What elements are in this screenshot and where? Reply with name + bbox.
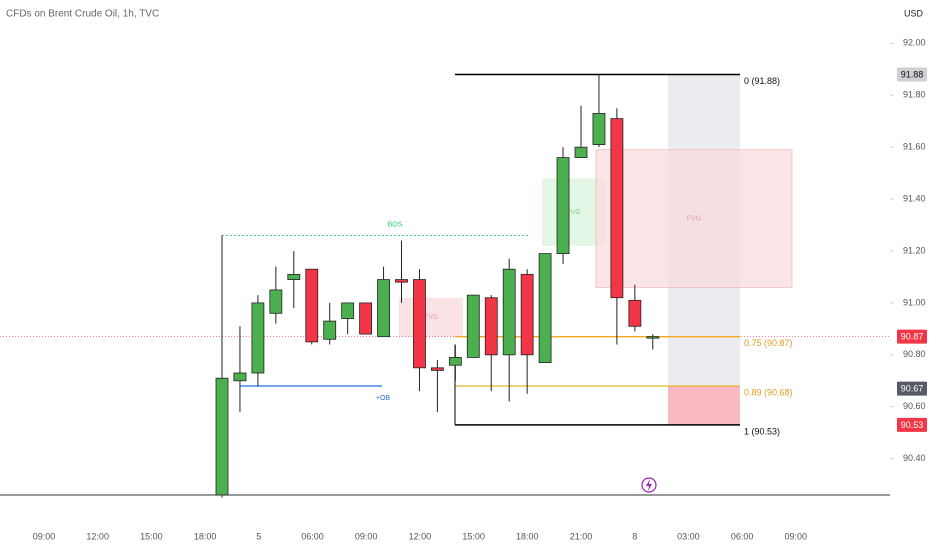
currency: USD [904,8,924,18]
y-tick-label: 91.80 [903,90,926,100]
fib-label: 0.89 (90.68) [744,387,793,397]
x-tick-label: 09:00 [355,531,378,541]
structure-label: +OB [376,395,391,402]
y-tick-label: 91.20 [903,245,926,255]
x-tick-label: 03:00 [677,531,700,541]
event-bolt [646,479,652,491]
price-tag-label: 90.67 [901,383,924,393]
candle-body [305,268,319,343]
price-tag [897,329,927,344]
fib-label: 0.75 (90.87) [744,338,793,348]
candle-body [628,299,642,327]
y-tick-label: 91.60 [903,142,926,152]
candle-body [233,372,247,382]
x-tick-label: 15:00 [140,531,163,541]
x-tick-label: 06:00 [731,531,754,541]
x-tick-label: 8 [632,531,637,541]
fvg-label: FVG [424,314,438,321]
candle-body [413,279,426,369]
y-tick-label: 90.40 [903,453,926,463]
x-tick-label: 5 [256,531,261,541]
candle-body [466,294,480,358]
candle-body [430,367,444,371]
price-tag [897,381,927,396]
x-tick-label: 09:00 [33,531,56,541]
candle-body [215,377,229,496]
fib-label: 1 (90.53) [744,426,780,436]
candle-body [592,113,606,145]
y-tick-label: 91.00 [903,297,926,307]
target-zone [668,385,740,425]
candle-body [502,268,516,356]
candle-body [484,297,498,356]
candle-body [556,157,570,255]
price-tag-label: 90.53 [901,420,924,430]
price-tag-label: 91.88 [901,69,924,79]
price-tag-label: 90.87 [901,332,924,342]
candle-body [359,302,373,335]
fvg-zone [542,178,605,246]
candle-body [323,320,337,340]
price-tag [897,417,927,432]
fvg-zone [399,297,463,337]
candle-body [448,357,462,366]
y-tick-label: 90.80 [903,349,926,359]
candle-body [269,289,283,314]
fvg-label: FVG [687,215,701,222]
price-tag [897,67,927,82]
candle-body [395,279,408,283]
x-tick-label: 09:00 [785,531,808,541]
candle-body [610,118,624,299]
structure-label: BOS [388,221,403,228]
candle-body [574,146,588,158]
candle-body [377,279,390,338]
x-tick-label: 15:00 [462,531,485,541]
y-tick-label: 92.00 [903,38,926,48]
candle-body [538,253,552,364]
x-tick-label: 12:00 [409,531,432,541]
candle-body [520,273,534,356]
fib-label: 0 (91.88) [744,76,780,86]
x-tick-label: 21:00 [570,531,593,541]
candle-body [251,302,265,374]
candle-body [287,273,301,280]
x-tick-label: 06:00 [301,531,324,541]
x-tick-label: 18:00 [194,531,217,541]
fvg-label: FVG [566,209,580,216]
y-tick-label: 91.40 [903,193,926,203]
fvg-zone [595,149,793,288]
x-tick-label: 12:00 [86,531,109,541]
y-tick-label: 90.60 [903,401,926,411]
chart-title: CFDs on Brent Crude Oil, 1h, TVC [6,9,159,20]
candle-body [341,302,355,319]
candle-body [646,336,660,339]
x-tick-label: 18:00 [516,531,539,541]
